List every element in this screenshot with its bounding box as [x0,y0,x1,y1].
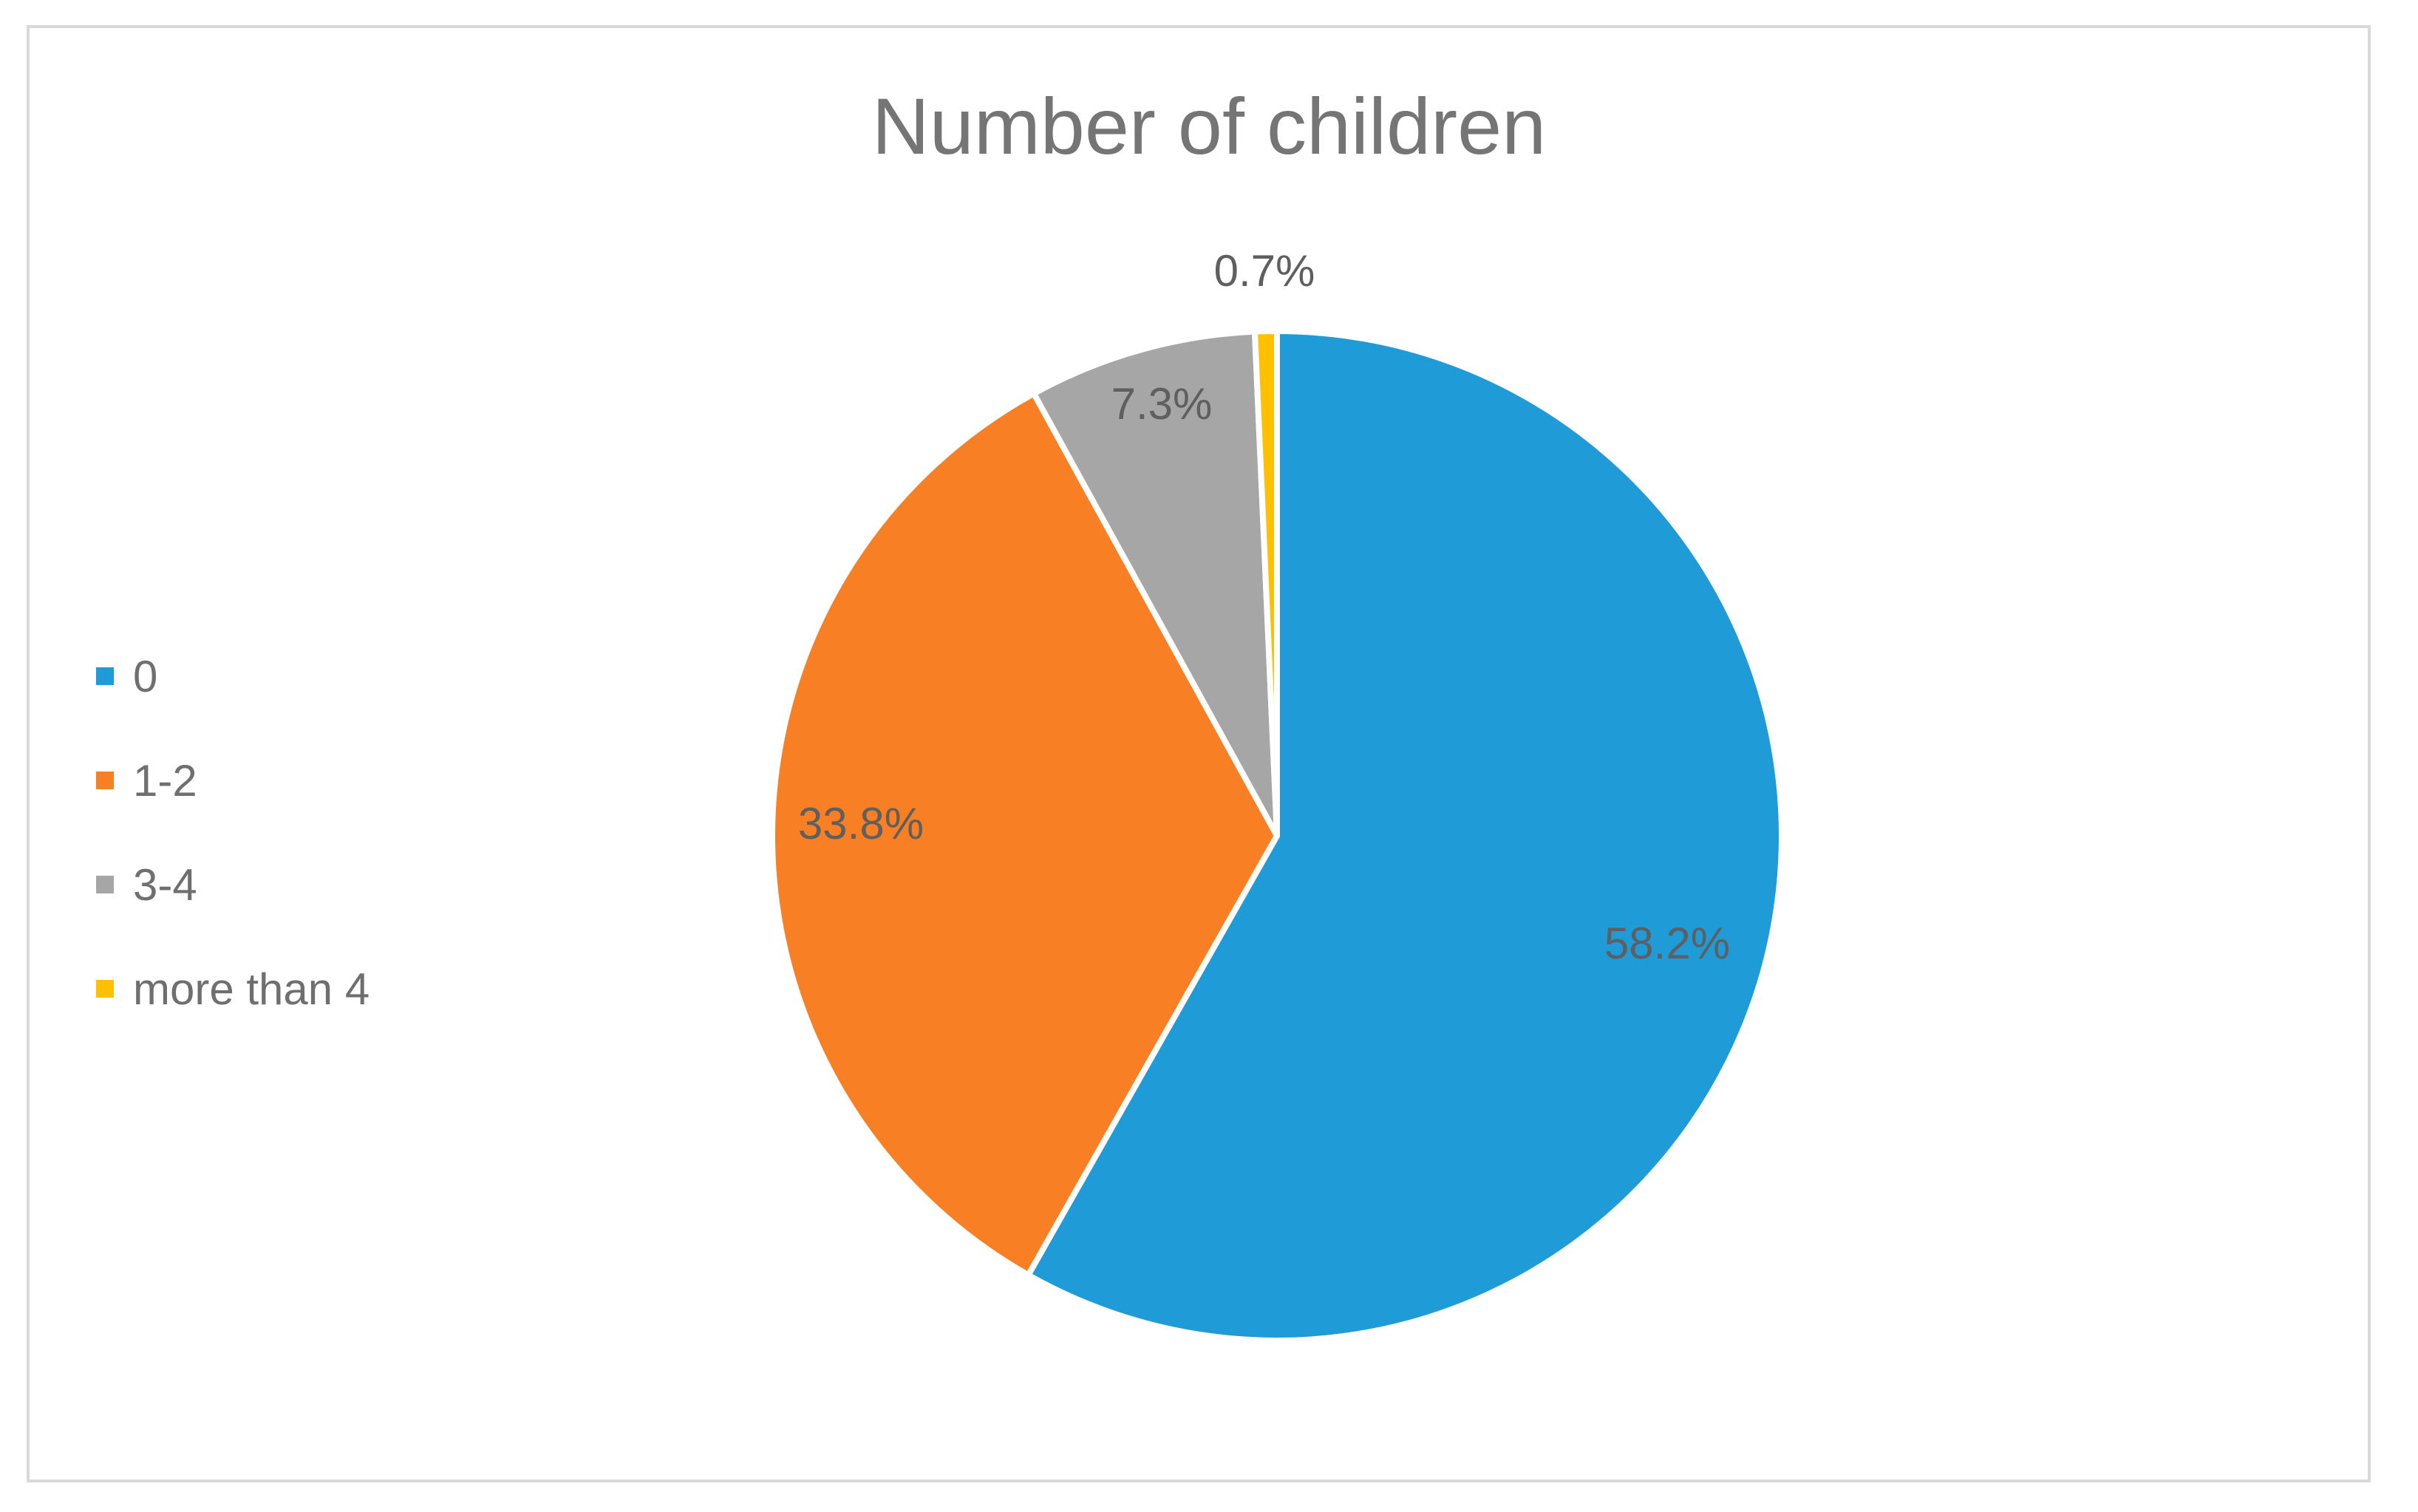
slice-1-2 [769,390,1280,1278]
legend-item-3-4: 3-4 [96,859,369,910]
data-label-0: 58.2% [1604,919,1730,968]
slice-more-than-4 [1251,328,1280,839]
chart-title: Number of children [871,81,1547,171]
legend: 0 1-2 3-4 more than 4 [96,650,369,1067]
legend-swatch-3-4 [96,876,114,893]
legend-swatch-0 [96,667,114,685]
data-label-more-than-4: 0.7% [1214,246,1315,296]
legend-swatch-more-than-4 [96,980,114,998]
legend-item-0: 0 [96,650,369,702]
legend-label-3-4: 3-4 [133,859,197,910]
legend-label-more-than-4: more than 4 [133,964,370,1014]
legend-swatch-1-2 [96,772,114,789]
slice-3-4 [1030,328,1280,839]
legend-label-0: 0 [133,651,158,701]
legend-label-1-2: 1-2 [133,755,197,806]
slice-0 [1025,328,1785,1344]
legend-item-1-2: 1-2 [96,755,369,806]
legend-item-more-than-4: more than 4 [96,963,369,1015]
data-label-1-2: 33.8% [798,799,924,848]
data-label-3-4: 7.3% [1111,379,1213,429]
